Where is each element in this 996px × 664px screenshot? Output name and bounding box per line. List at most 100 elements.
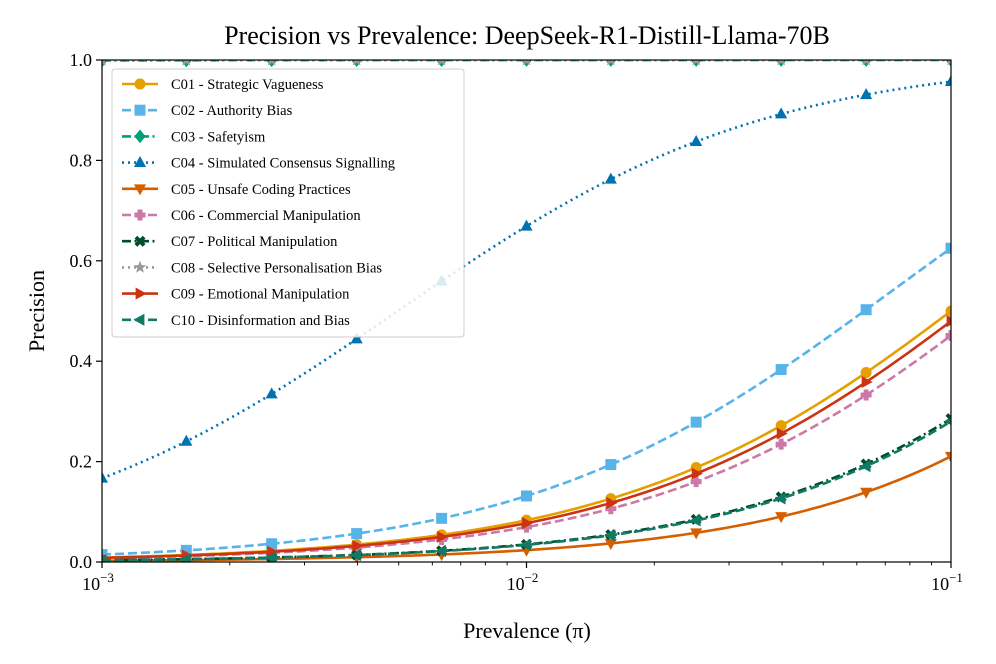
legend-item-7: C07 - Political Manipulation [122, 234, 338, 250]
axes-layer: 0.0 0.2 0.4 0.6 0.8 1.0 10−3 10−2 10−1 [70, 50, 963, 594]
series-1-point-10 [860, 367, 872, 379]
chart-title: Precision vs Prevalence: DeepSeek-R1-Dis… [224, 21, 830, 50]
legend-label-9: C09 - Emotional Manipulation [171, 287, 350, 303]
series-8-point-8 [692, 60, 701, 66]
legend-item-1: C01 - Strategic Vagueness [122, 77, 324, 93]
series-8-point-7 [606, 60, 615, 66]
series-6-point-7 [605, 503, 617, 515]
legend-label-6: C06 - Commercial Manipulation [171, 208, 361, 224]
y-tick-label-2: 0.2 [70, 452, 93, 472]
series-8-point-3 [267, 60, 276, 66]
y-tick-label-4: 0.6 [70, 251, 93, 271]
y-tick-label-3: 0.4 [70, 351, 93, 371]
legend-item-3: C03 - Safetyism [122, 129, 266, 145]
legend-item-6: C06 - Commercial Manipulation [122, 208, 361, 224]
legend-marker-10 [133, 313, 145, 326]
legend-label-5: C05 - Unsafe Coding Practices [171, 182, 351, 198]
legend-box [111, 68, 465, 338]
series-2 [102, 242, 951, 561]
legend-marker-3 [134, 129, 146, 144]
series-5 [102, 451, 951, 562]
series-4-point-9 [775, 107, 788, 119]
series-4-point-7 [604, 172, 617, 184]
series-9-point-5 [437, 530, 449, 543]
series-10-point-11 [944, 417, 951, 426]
series-2-point-6 [521, 490, 532, 502]
series-2-point-4 [351, 528, 363, 540]
legend-marker-1 [134, 78, 146, 90]
series-4-point-2 [180, 434, 193, 446]
series-1-point-9 [775, 420, 787, 432]
legend-label-3: C03 - Safetyism [171, 129, 266, 145]
series-2-point-7 [605, 459, 617, 471]
series-6 [102, 329, 951, 562]
series-6-point-8 [690, 476, 702, 488]
series-9-point-4 [352, 539, 364, 552]
series-5-point-7 [604, 538, 617, 550]
series-8 [102, 60, 951, 66]
legend-item-9: C09 - Emotional Manipulation [122, 287, 350, 303]
series-9-point-11 [946, 315, 951, 328]
series-6-point-10 [860, 389, 872, 401]
series-8-point-4 [352, 60, 361, 66]
legend-label-7: C07 - Political Manipulation [171, 234, 338, 250]
series-6-point-9 [775, 438, 787, 450]
series-4-point-10 [860, 88, 873, 100]
series-4-point-3 [265, 387, 278, 399]
legend-label-4: C04 - Simulated Consensus Signalling [171, 156, 395, 172]
legend-marker-8 [133, 260, 147, 273]
series-2-point-10 [860, 304, 872, 316]
legend-label-10: C10 - Disinformation and Bias [171, 313, 350, 329]
series-10-point-8 [689, 514, 701, 527]
legend-marker-6 [134, 209, 146, 221]
legend-item-10: C10 - Disinformation and Bias [122, 313, 350, 329]
series-8-point-5 [437, 60, 446, 66]
series-8-point-6 [522, 60, 531, 66]
series-9-point-9 [776, 427, 788, 440]
series-10-point-10 [859, 460, 871, 473]
x-tick-label-2: 10−2 [507, 570, 539, 594]
series-4-point-6 [520, 219, 533, 231]
series-line-7 [102, 417, 951, 562]
series-9-point-8 [691, 467, 703, 480]
series-8-point-10 [862, 60, 870, 66]
series-line-4 [102, 80, 951, 480]
series-6-point-6 [521, 521, 532, 533]
legend-marker-5 [133, 184, 147, 196]
series-5-point-9 [775, 512, 788, 524]
legend-label-1: C01 - Strategic Vagueness [171, 77, 324, 93]
series-2-point-11 [945, 242, 951, 254]
series-10-point-3 [265, 551, 277, 562]
series-9-point-3 [267, 545, 279, 558]
series-2-point-5 [436, 512, 448, 524]
legend-marker-4 [133, 156, 147, 167]
series-9 [102, 315, 951, 562]
series-2-point-3 [266, 538, 278, 550]
series-10-point-4 [350, 549, 362, 562]
series-5-point-11 [944, 451, 951, 463]
series-4-point-1 [102, 471, 109, 483]
legend-item-5: C05 - Unsafe Coding Practices [122, 182, 351, 198]
y-tick-label-6: 1.0 [70, 50, 93, 70]
legend-marker-2 [134, 104, 146, 116]
series-layer [102, 60, 951, 562]
x-axis-label: Prevalence (π) [463, 618, 591, 643]
series-8-point-2 [182, 60, 191, 66]
series-10-point-6 [519, 538, 531, 551]
series-8-point-1 [102, 60, 107, 66]
series-6-point-11 [945, 329, 951, 341]
series-2-point-2 [180, 544, 192, 556]
series-2-point-9 [775, 364, 787, 376]
legend-item-8: C08 - Selective Personalisation Bias [122, 260, 382, 276]
x-tick-label-1: 10−3 [82, 570, 114, 594]
legend-item-4: C04 - Simulated Consensus Signalling [122, 156, 395, 172]
series-10-point-1 [102, 554, 107, 562]
series-10-point-9 [774, 492, 786, 505]
series-10-point-5 [435, 545, 447, 558]
series-2-point-1 [102, 549, 108, 561]
legend-label-2: C02 - Authority Bias [171, 103, 293, 119]
series-9-point-10 [861, 375, 873, 389]
series-10-point-2 [179, 553, 191, 562]
legend-marker-9 [135, 287, 147, 300]
